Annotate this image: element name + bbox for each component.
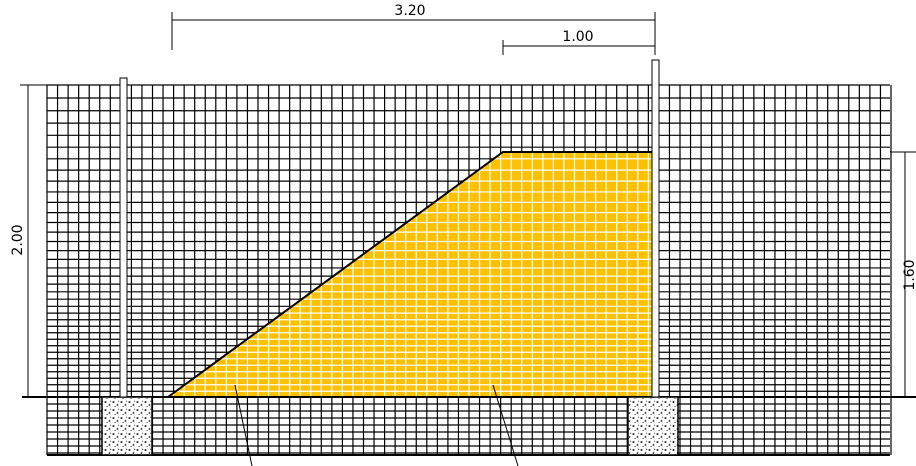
- footing: [627, 396, 679, 456]
- dimension-label: 2.00: [10, 224, 26, 255]
- dimension-label: 1.00: [562, 29, 593, 45]
- footing: [101, 396, 153, 456]
- dimension-label: 1.60: [902, 259, 916, 290]
- post: [651, 59, 660, 398]
- post: [119, 77, 128, 398]
- fill-outline: [167, 151, 655, 398]
- dimension-label: 3.20: [394, 3, 425, 19]
- earth-fill: [168, 152, 655, 397]
- dimension-lines: [20, 12, 916, 466]
